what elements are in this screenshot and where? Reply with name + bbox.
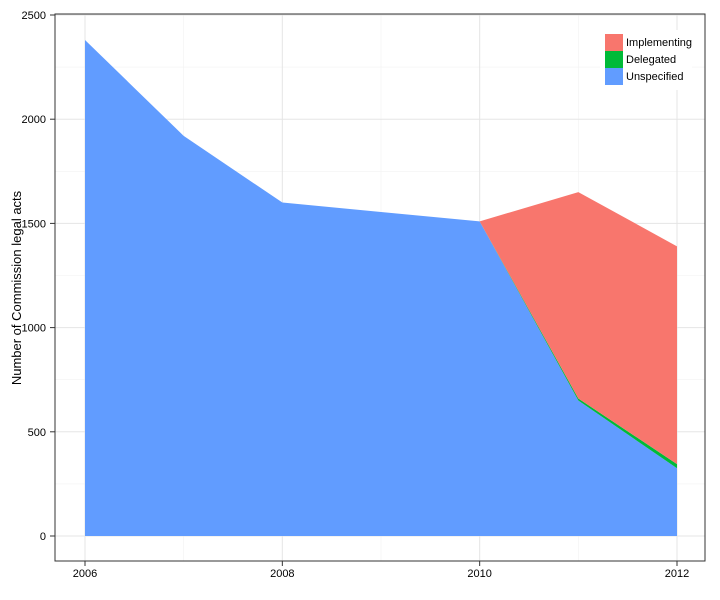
x-tick-label: 2012 [665,568,689,580]
y-tick-label: 2500 [22,10,46,22]
y-tick-label: 1500 [22,218,46,230]
plot-border [54,13,706,562]
legend-label-delegated: Delegated [626,54,676,66]
legend-label-implementing: Implementing [626,37,692,49]
area-implementing [85,40,677,465]
y-tick-label: 500 [28,427,46,439]
area-layers [85,40,677,537]
legend: Implementing Delegated Unspecified [600,30,692,90]
x-tick-label: 2008 [270,568,294,580]
y-tick-label: 0 [40,531,46,543]
x-tick-label: 2010 [467,568,491,580]
y-tick-label: 1000 [22,323,46,335]
area-delegated [85,40,677,469]
x-tick-label: 2006 [73,568,97,580]
y-axis-title: Number of Commission legal acts [9,190,24,385]
legend-key-implementing [605,34,623,51]
y-axis: 0 500 1000 1500 2000 2500 [22,10,55,543]
legend-key-unspecified [605,68,623,85]
area-unspecified [85,40,677,537]
x-axis: 2006 2008 2010 2012 [73,561,689,580]
legend-key-delegated [605,51,623,68]
legend-label-unspecified: Unspecified [626,71,683,83]
y-tick-label: 2000 [22,114,46,126]
